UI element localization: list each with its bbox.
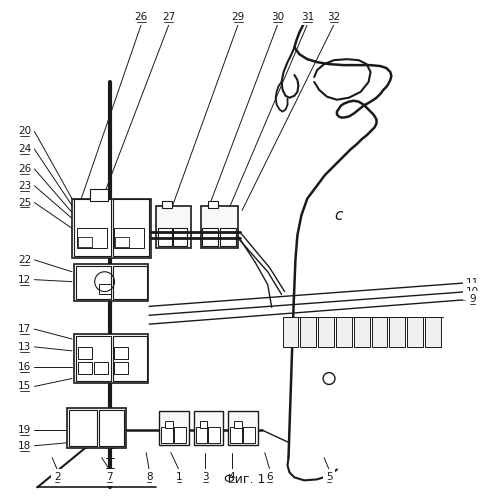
Bar <box>230 427 242 443</box>
Bar <box>76 336 110 382</box>
Text: 20: 20 <box>18 126 31 136</box>
Bar <box>99 284 110 294</box>
Bar <box>243 427 255 443</box>
Text: 10: 10 <box>466 286 479 296</box>
Text: 19: 19 <box>18 425 31 435</box>
Bar <box>114 362 128 374</box>
Text: Фиг. 1: Фиг. 1 <box>224 473 266 486</box>
Bar <box>228 411 258 445</box>
Text: 9: 9 <box>469 294 476 304</box>
Text: 22: 22 <box>18 255 31 265</box>
Bar <box>112 336 147 382</box>
Text: 30: 30 <box>271 12 284 22</box>
Bar <box>99 410 124 446</box>
Bar <box>372 317 387 347</box>
Bar <box>112 266 147 300</box>
Text: 1: 1 <box>175 472 182 482</box>
Text: 18: 18 <box>18 441 31 451</box>
Text: 31: 31 <box>300 12 314 22</box>
Bar <box>67 408 126 448</box>
Bar <box>193 411 223 445</box>
Bar <box>354 317 370 347</box>
Text: 5: 5 <box>326 472 332 482</box>
Text: 16: 16 <box>18 362 31 372</box>
Text: 4: 4 <box>229 472 236 482</box>
Bar <box>425 317 441 347</box>
Text: 8: 8 <box>146 472 152 482</box>
Bar <box>162 200 172 208</box>
Bar <box>220 228 236 246</box>
Bar <box>195 427 207 443</box>
Text: 24: 24 <box>18 144 31 154</box>
Bar <box>69 410 97 446</box>
Text: 23: 23 <box>18 180 31 190</box>
Text: 2: 2 <box>54 472 60 482</box>
Text: 11: 11 <box>466 278 479 287</box>
Bar <box>78 347 92 359</box>
Bar <box>389 317 405 347</box>
Bar <box>72 198 151 258</box>
Bar <box>336 317 352 347</box>
Bar <box>74 264 148 302</box>
Bar <box>318 317 334 347</box>
Bar <box>202 228 218 246</box>
Bar <box>300 317 316 347</box>
Bar <box>208 200 218 208</box>
Bar <box>234 421 242 428</box>
Bar <box>407 317 423 347</box>
Bar <box>78 362 92 374</box>
Text: 12: 12 <box>18 274 31 284</box>
Text: 17: 17 <box>18 324 31 334</box>
Text: 3: 3 <box>202 472 209 482</box>
Text: 26: 26 <box>135 12 148 22</box>
Text: 27: 27 <box>162 12 175 22</box>
Bar <box>156 206 191 248</box>
Bar <box>74 198 110 256</box>
Text: 32: 32 <box>327 12 341 22</box>
Bar <box>112 198 149 256</box>
Text: 6: 6 <box>267 472 273 482</box>
Bar <box>78 237 92 247</box>
Bar <box>161 427 173 443</box>
Bar <box>114 228 144 248</box>
Bar <box>115 237 129 247</box>
Bar <box>74 334 148 384</box>
Text: 7: 7 <box>106 472 113 482</box>
Bar <box>165 421 173 428</box>
Bar <box>76 266 110 300</box>
Bar <box>159 411 189 445</box>
Text: 13: 13 <box>18 342 31 352</box>
Bar <box>200 206 238 248</box>
Text: 15: 15 <box>18 382 31 392</box>
Bar <box>283 317 299 347</box>
Bar <box>94 362 108 374</box>
Bar <box>174 427 186 443</box>
Bar <box>114 347 128 359</box>
Text: 29: 29 <box>231 12 245 22</box>
Text: 25: 25 <box>18 198 31 207</box>
Bar <box>90 188 108 200</box>
Bar <box>208 427 220 443</box>
Bar <box>77 228 107 248</box>
Bar <box>158 228 172 246</box>
Bar <box>173 228 187 246</box>
Bar <box>199 421 207 428</box>
Text: 26: 26 <box>18 164 31 174</box>
Text: c: c <box>335 208 343 223</box>
